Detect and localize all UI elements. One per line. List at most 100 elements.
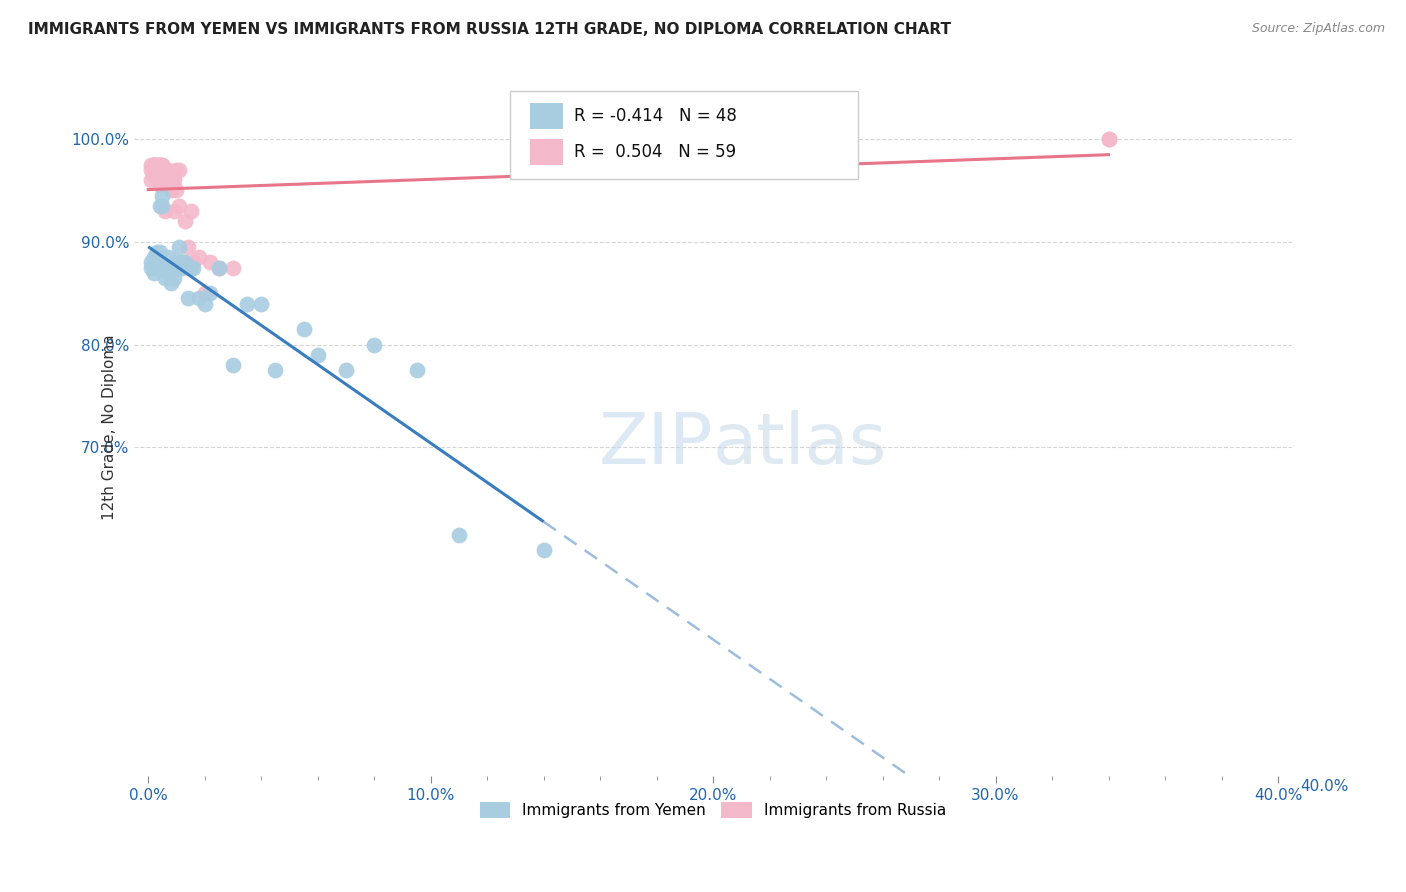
Text: R =  0.504   N = 59: R = 0.504 N = 59	[574, 144, 737, 161]
Point	[150, 199, 173, 213]
Point	[142, 266, 165, 280]
Point	[156, 168, 179, 182]
Point	[177, 291, 200, 305]
Point	[139, 158, 162, 172]
Point	[153, 173, 176, 187]
Point	[150, 168, 173, 182]
Text: Source: ZipAtlas.com: Source: ZipAtlas.com	[1251, 22, 1385, 36]
Point	[145, 255, 167, 269]
Point	[250, 296, 273, 310]
Point	[1097, 132, 1119, 146]
FancyBboxPatch shape	[510, 91, 858, 178]
Point	[188, 291, 211, 305]
Point	[156, 162, 179, 177]
Point	[145, 168, 167, 182]
Point	[183, 255, 205, 269]
Point	[145, 158, 167, 172]
Point	[163, 270, 186, 285]
Point	[163, 260, 186, 275]
Point	[150, 260, 173, 275]
Point	[363, 337, 385, 351]
Point	[142, 158, 165, 172]
Point	[307, 348, 329, 362]
Point	[145, 245, 167, 260]
Point	[148, 162, 170, 177]
Point	[264, 363, 287, 377]
Point	[183, 260, 205, 275]
Point	[139, 173, 162, 187]
Point	[148, 168, 170, 182]
Point	[153, 173, 176, 187]
Point	[148, 260, 170, 275]
Point	[292, 322, 315, 336]
Point	[166, 260, 188, 275]
Text: R = -0.414   N = 48: R = -0.414 N = 48	[574, 107, 737, 125]
Point	[142, 158, 165, 172]
Point	[145, 162, 167, 177]
Point	[174, 255, 197, 269]
Point	[148, 178, 170, 193]
Point	[169, 199, 191, 213]
Point	[150, 162, 173, 177]
Point	[447, 527, 470, 541]
Point	[159, 173, 181, 187]
Point	[142, 158, 165, 172]
Point	[169, 162, 191, 177]
Point	[148, 158, 170, 172]
Point	[163, 173, 186, 187]
Text: 40.0%: 40.0%	[1301, 779, 1348, 794]
Point	[153, 204, 176, 219]
Point	[150, 162, 173, 177]
Point	[166, 184, 188, 198]
Y-axis label: 12th Grade, No Diploma: 12th Grade, No Diploma	[103, 334, 118, 520]
Point	[148, 199, 170, 213]
Point	[148, 158, 170, 172]
Point	[150, 158, 173, 172]
Point	[208, 260, 231, 275]
Point	[142, 168, 165, 182]
Point	[159, 173, 181, 187]
Point	[172, 255, 194, 269]
FancyBboxPatch shape	[530, 139, 562, 166]
Point	[180, 204, 202, 219]
Point	[194, 286, 217, 301]
Point	[222, 260, 245, 275]
Point	[169, 240, 191, 254]
Point	[163, 204, 186, 219]
Point	[150, 162, 173, 177]
Text: atlas: atlas	[713, 409, 887, 479]
Point	[142, 250, 165, 264]
Point	[194, 296, 217, 310]
Point	[188, 250, 211, 264]
Point	[159, 276, 181, 290]
Point	[200, 255, 222, 269]
Point	[222, 358, 245, 372]
Point	[156, 250, 179, 264]
Point	[156, 178, 179, 193]
Point	[139, 260, 162, 275]
Point	[148, 162, 170, 177]
Point	[163, 168, 186, 182]
Point	[153, 260, 176, 275]
Point	[156, 260, 179, 275]
Point	[159, 184, 181, 198]
Point	[145, 162, 167, 177]
Point	[1097, 132, 1119, 146]
Point	[172, 260, 194, 275]
Point	[139, 255, 162, 269]
Point	[200, 286, 222, 301]
Point	[148, 245, 170, 260]
Point	[156, 173, 179, 187]
Point	[142, 158, 165, 172]
Text: IMMIGRANTS FROM YEMEN VS IMMIGRANTS FROM RUSSIA 12TH GRADE, NO DIPLOMA CORRELATI: IMMIGRANTS FROM YEMEN VS IMMIGRANTS FROM…	[28, 22, 950, 37]
Point	[174, 214, 197, 228]
Point	[145, 162, 167, 177]
Point	[166, 255, 188, 269]
Point	[236, 296, 259, 310]
Point	[153, 270, 176, 285]
Point	[335, 363, 357, 377]
Point	[153, 260, 176, 275]
Legend: Immigrants from Yemen, Immigrants from Russia: Immigrants from Yemen, Immigrants from R…	[474, 797, 953, 824]
Point	[177, 240, 200, 254]
Point	[139, 162, 162, 177]
